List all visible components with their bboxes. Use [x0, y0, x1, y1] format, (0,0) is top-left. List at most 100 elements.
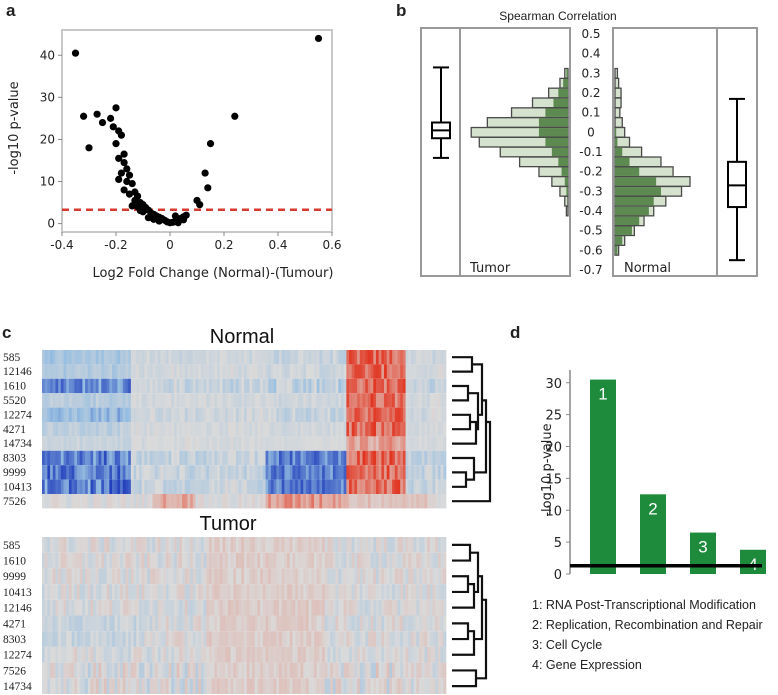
tumor-heatmap-cell [195, 615, 199, 632]
tumor-heatmap-cell [338, 552, 342, 569]
normal-heatmap-cell [324, 465, 328, 480]
tumor-heatmap-cell [440, 615, 444, 632]
tumor-heatmap-cell [44, 662, 48, 679]
tumor-heatmap-cell [60, 599, 64, 616]
volcano-x-tick-label: 0.6 [322, 238, 341, 252]
tumor-heatmap-cell [254, 552, 258, 569]
normal-heatmap-cell [55, 436, 59, 451]
tumor-heatmap-cell [305, 568, 309, 585]
tumor-heatmap-cell [303, 568, 307, 585]
heatmap-normal-title: Normal [210, 326, 274, 348]
normal-heatmap-cell [437, 494, 441, 509]
normal-heatmap-cell [252, 436, 256, 451]
tumor-heatmap-cell [359, 552, 363, 569]
normal-heatmap-cell [257, 350, 261, 365]
normal-heatmap-cell [71, 378, 75, 394]
tumor-heatmap-cell [144, 584, 148, 600]
tumor-heatmap-cell [435, 568, 439, 585]
normal-heatmap-cell [392, 450, 396, 466]
spearman-content: 0.50.40.30.20.10-0.1-0.2-0.3-0.4-0.5-0.6… [420, 27, 758, 277]
normal-heatmap-cell [419, 465, 423, 480]
normal-heatmap-cell [330, 450, 334, 466]
normal-heatmap-cell [184, 436, 188, 451]
volcano-y-tick-label: 30 [40, 90, 55, 104]
normal-heatmap-cell [354, 465, 358, 480]
normal-heatmap-cell [60, 450, 64, 466]
normal-heatmap-cell [365, 393, 369, 408]
normal-heatmap-cell [214, 436, 218, 451]
tumor-heatmap-cell [101, 678, 105, 694]
normal-heatmap-cell [392, 393, 396, 408]
tumor-heatmap-cell [120, 537, 124, 553]
normal-heatmap-cell [332, 378, 336, 394]
normal-heatmap-cell [163, 378, 167, 394]
normal-heatmap-cell [90, 407, 94, 422]
normal-heatmap-cell [260, 494, 264, 509]
normal-dendrogram-branch [452, 413, 472, 431]
tumor-heatmap-cell [222, 631, 226, 647]
tumor-heatmap-cell [340, 646, 344, 663]
tumor-heatmap-cell [402, 646, 406, 663]
normal-heatmap-cell [392, 378, 396, 394]
normal-heatmap-cell [63, 436, 67, 451]
normal-heatmap-cell [52, 378, 56, 394]
tumor-heatmap-cell [241, 568, 245, 585]
normal-heatmap-cell [429, 436, 433, 451]
tumor-heatmap-cell [373, 552, 377, 569]
normal-heatmap-cell [410, 436, 415, 451]
tumor-heatmap-cell [125, 678, 129, 694]
tumor-heatmap-cell [273, 537, 277, 553]
normal-heatmap-cell [386, 364, 390, 379]
normal-heatmap-cell [90, 422, 94, 437]
normal-heatmap-cell [120, 393, 124, 408]
tumor-heatmap-cell [284, 678, 288, 694]
tumor-heatmap-cell [381, 662, 385, 679]
tumor-heatmap-cell [208, 584, 213, 600]
tumor-heatmap-cell [327, 584, 331, 600]
tumor-heatmap-cell [149, 537, 153, 553]
tumor-heatmap-cell [60, 552, 64, 569]
normal-heatmap-cell [195, 479, 199, 494]
tumor-heatmap-cell [155, 678, 159, 694]
tumor-hist-highlight [545, 137, 568, 147]
tumor-heatmap-cell [262, 584, 266, 600]
tumor-heatmap-cell [429, 646, 433, 663]
tumor-heatmap-cell [435, 615, 439, 632]
normal-heatmap-cell [443, 364, 447, 379]
tumor-heatmap-cell [257, 631, 261, 647]
normal-heatmap-cell [179, 465, 183, 480]
normal-heatmap-cell [109, 494, 113, 509]
tumor-heatmap-cell [316, 631, 320, 647]
normal-heatmap-cell [217, 378, 221, 394]
normal-heatmap-cell [314, 378, 318, 394]
tumor-heatmap-cell [155, 599, 159, 616]
normal-heatmap-cell [103, 364, 107, 379]
normal-hist-highlight [615, 167, 640, 176]
tumor-heatmap-cell [335, 662, 339, 679]
normal-heatmap-cell [357, 393, 361, 408]
tumor-heatmap-cell [200, 678, 204, 694]
normal-heatmap-cell [265, 436, 269, 451]
tumor-heatmap-cell [138, 631, 142, 647]
tumor-heatmap-cell [311, 537, 315, 553]
normal-heatmap-cell [297, 465, 301, 480]
normal-heatmap-cell [147, 364, 151, 379]
tumor-heatmap-cell [68, 646, 72, 663]
normal-heatmap-cell [120, 350, 124, 365]
tumor-heatmap-cell [252, 615, 256, 632]
normal-heatmap-cell [152, 479, 156, 494]
tumor-heatmap-cell [68, 662, 72, 679]
tumor-heatmap-cell [50, 678, 54, 694]
tumor-heatmap-cell [225, 631, 229, 647]
tumor-heatmap-cell [343, 615, 347, 632]
normal-heatmap-cell [50, 479, 54, 494]
normal-heatmap-cell [394, 407, 398, 422]
normal-heatmap-cell [289, 364, 293, 379]
tumor-heatmap-cell [106, 537, 110, 553]
tumor-heatmap-cell [308, 584, 312, 600]
tumor-heatmap-cell [367, 552, 371, 569]
tumor-heatmap-cell [155, 631, 159, 647]
normal-heatmap-cell [443, 494, 447, 509]
tumor-heatmap-cell [252, 568, 256, 585]
normal-heatmap-cell [155, 479, 159, 494]
